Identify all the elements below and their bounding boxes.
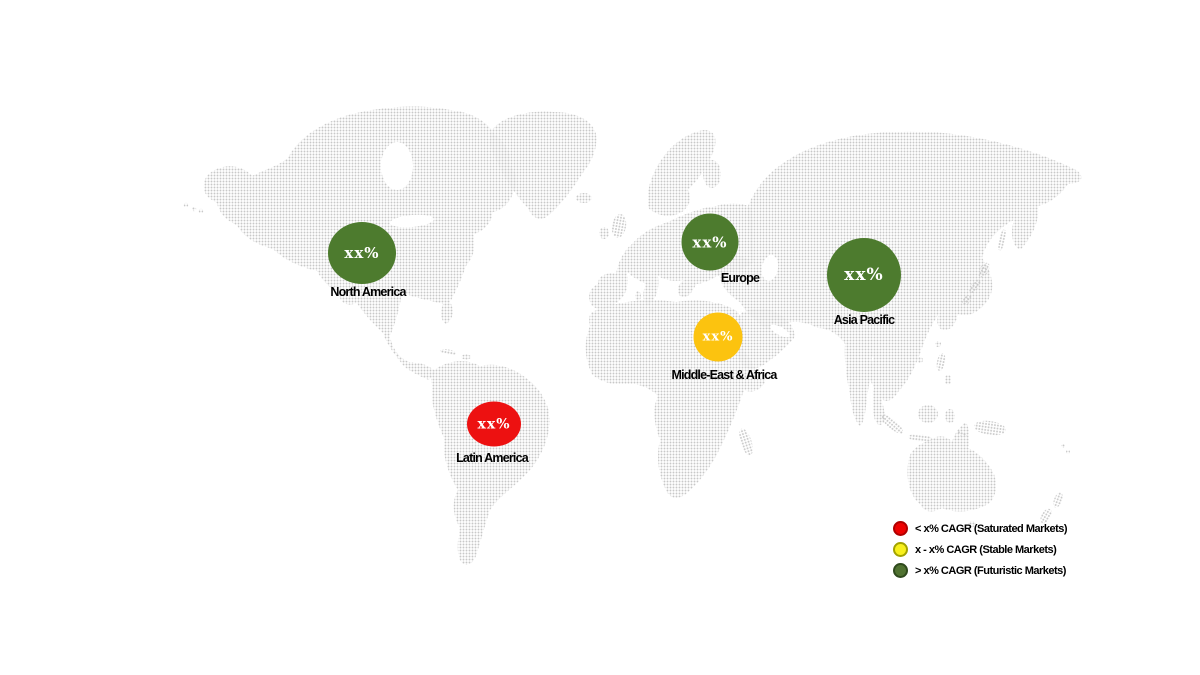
continents	[183, 106, 1082, 565]
legend-swatch-icon	[893, 542, 908, 557]
sardinia-shape	[635, 291, 641, 301]
region-label-middle-east-africa: Middle-East & Africa	[671, 368, 777, 382]
legend-label: x - x% CAGR (Stable Markets)	[915, 543, 1057, 556]
caribbean-islands-shape	[440, 349, 471, 360]
legend-row-1: x - x% CAGR (Stable Markets)	[893, 542, 1067, 557]
greenland-shape	[489, 111, 597, 219]
iceland-shape	[576, 193, 592, 203]
region-label-north-america: North America	[330, 285, 406, 299]
legend-row-0: < x% CAGR (Saturated Markets)	[893, 521, 1068, 536]
tasmania-shape	[968, 521, 976, 527]
legend-label: > x% CAGR (Futuristic Markets)	[915, 564, 1066, 577]
finland-shape	[703, 160, 721, 188]
legend-row-2: > x% CAGR (Futuristic Markets)	[893, 563, 1067, 578]
scandinavia-shape	[647, 130, 716, 216]
ireland-shape	[599, 227, 609, 239]
southeast-asia-islands-shape	[880, 353, 1006, 442]
south-america-shape	[430, 361, 550, 565]
region-label-latin-america: Latin America	[456, 451, 529, 465]
region-label-europe: Europe	[720, 271, 760, 285]
cagr-legend: < x% CAGR (Saturated Markets) x - x% CAGR…	[893, 521, 1068, 584]
legend-swatch-icon	[893, 521, 908, 536]
region-label-asia-pacific: Asia Pacific	[833, 313, 895, 327]
great-britain-shape	[611, 214, 627, 238]
legend-swatch-icon	[893, 563, 908, 578]
region-bubble-europe: xx%	[681, 213, 739, 271]
inland-water-shapes	[381, 142, 790, 338]
region-bubble-latin-america: xx%	[467, 401, 521, 447]
aleutian-islands-shape	[183, 202, 204, 214]
region-bubble-north-america: xx%	[328, 222, 396, 284]
legend-label: < x% CAGR (Saturated Markets)	[915, 522, 1068, 535]
australia-shape	[907, 422, 996, 512]
east-asia-islands-shape	[917, 229, 1006, 363]
madagascar-shape	[739, 428, 753, 456]
new-zealand-shape	[1040, 444, 1070, 524]
region-bubble-asia-pacific: xx%	[827, 238, 901, 312]
region-bubble-middle-east-africa: xx%	[693, 312, 743, 362]
